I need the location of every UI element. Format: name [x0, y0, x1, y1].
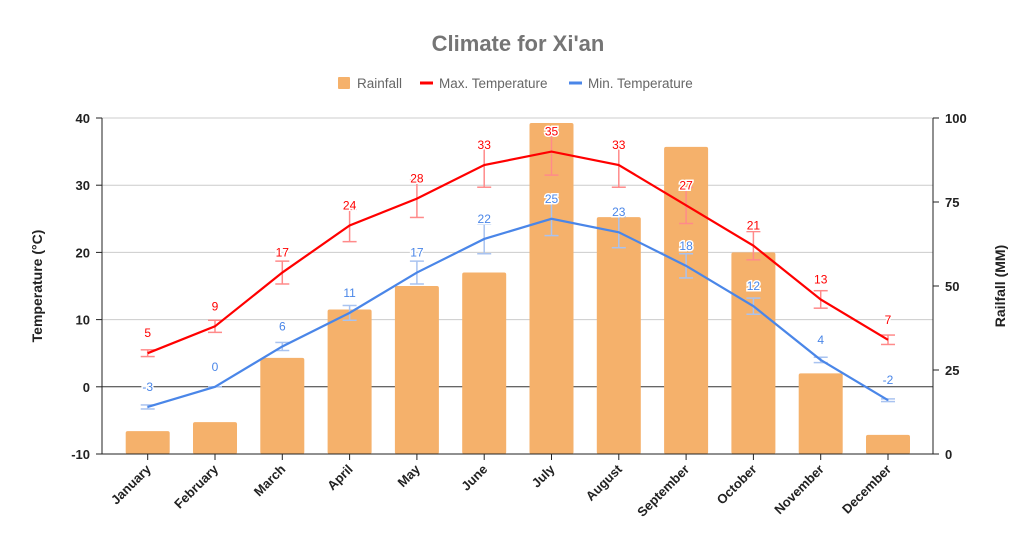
legend-item[interactable]: Min. Temperature: [569, 76, 693, 91]
x-tick-label: October: [714, 462, 760, 508]
rainfall-bar: [462, 272, 507, 454]
data-label: -2: [883, 373, 894, 387]
y2-tick-label: 0: [945, 447, 952, 462]
x-tick-label: March: [251, 461, 289, 499]
y-tick-label: -10: [71, 447, 90, 462]
data-label: 25: [545, 192, 559, 206]
data-label: 13: [814, 272, 828, 286]
legend-item[interactable]: Max. Temperature: [420, 76, 548, 91]
data-label: 35: [545, 125, 559, 139]
y2-tick-label: 100: [945, 111, 967, 126]
x-tick-label: April: [324, 462, 356, 494]
data-label: 33: [612, 138, 626, 152]
data-label: 33: [478, 138, 492, 152]
legend-item[interactable]: Rainfall: [338, 76, 402, 91]
y-tick-label: 40: [76, 111, 90, 126]
x-tick-label: December: [839, 462, 894, 517]
y-tick-label: 0: [83, 380, 90, 395]
rainfall-bar: [866, 434, 910, 454]
x-tick-label: February: [171, 461, 221, 511]
legend-label: Rainfall: [357, 76, 402, 91]
y2-tick-label: 75: [945, 195, 959, 210]
rainfall-bar: [596, 217, 641, 454]
data-label: -3: [142, 380, 153, 394]
rainfall-bar: [664, 146, 709, 454]
rainfall-bar: [731, 252, 776, 454]
y-tick-label: 20: [76, 245, 90, 260]
y-tick-label: 10: [76, 313, 90, 328]
data-label: 22: [478, 212, 492, 226]
x-tick-label: June: [458, 462, 490, 494]
x-tick-label: May: [395, 461, 424, 490]
data-label: 4: [817, 333, 824, 347]
data-label: 27: [679, 178, 693, 192]
data-label: 6: [279, 319, 286, 333]
x-tick-label: August: [583, 461, 626, 504]
rainfall-bar: [125, 431, 170, 454]
temperature-line: [147, 217, 889, 409]
data-label: 7: [885, 313, 892, 327]
legend-swatch: [338, 77, 350, 89]
legend-label: Min. Temperature: [588, 76, 693, 91]
data-label: 12: [747, 279, 761, 293]
rainfall-bar: [394, 286, 439, 454]
rainfall-bar: [327, 309, 372, 454]
temperature-line: [147, 150, 889, 355]
data-label: 21: [747, 219, 761, 233]
data-label: 18: [679, 239, 693, 253]
x-tick-label: September: [634, 462, 692, 520]
y2-tick-label: 25: [945, 363, 959, 378]
y2-tick-label: 50: [945, 279, 959, 294]
chart-title: Climate for Xi'an: [432, 31, 605, 56]
rainfall-bar: [260, 357, 305, 454]
y2-axis-label: Railfall (MM): [992, 245, 1008, 327]
rainfall-bar: [193, 422, 237, 454]
rainfall-bar: [529, 123, 574, 454]
y-axis-label: Temperature (°C): [29, 230, 45, 343]
x-tick-label: July: [529, 461, 559, 491]
legend: Rainfall Max. Temperature Min. Temperature: [338, 76, 693, 91]
rainfall-bar: [798, 373, 843, 454]
data-label: 17: [410, 246, 424, 260]
legend-label: Max. Temperature: [439, 76, 548, 91]
data-label: 24: [343, 199, 357, 213]
data-label: 11: [343, 286, 356, 300]
data-label: 23: [612, 205, 626, 219]
x-tick-label: January: [108, 461, 154, 507]
data-label: 17: [276, 246, 290, 260]
data-label: 5: [144, 326, 151, 340]
x-tick-label: November: [771, 462, 827, 518]
y-tick-label: 30: [76, 178, 90, 193]
data-label: 0: [212, 360, 219, 374]
data-label: 9: [212, 299, 219, 313]
data-label: 28: [410, 172, 424, 186]
